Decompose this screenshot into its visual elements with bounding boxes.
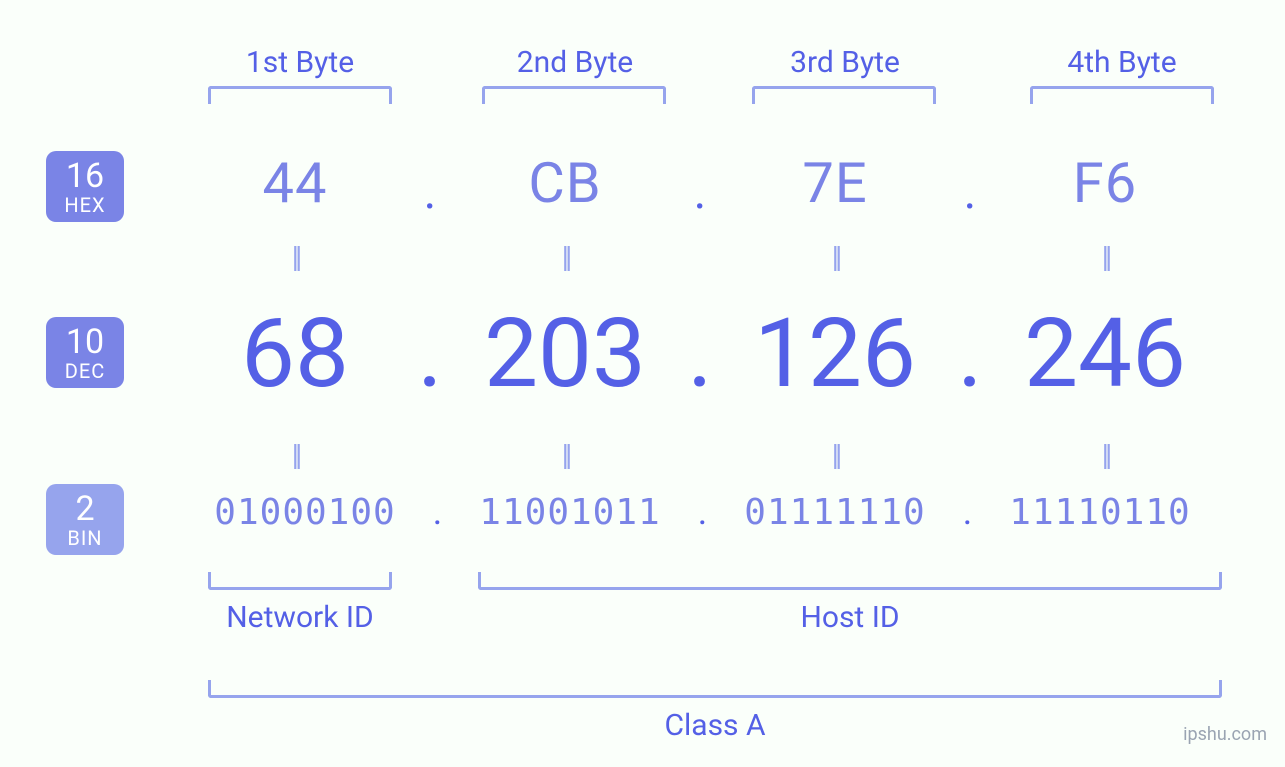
- dec-row: 68 . 203 . 126 . 246: [200, 298, 1245, 410]
- bin-byte-3: 01111110: [730, 492, 940, 533]
- badge-dec-label: DEC: [46, 361, 124, 382]
- ip-representation-diagram: 16 HEX 10 DEC 2 BIN 1st Byte 2nd Byte 3r…: [0, 0, 1285, 767]
- hex-dot-3: .: [930, 163, 1010, 220]
- equals-icon: [470, 240, 660, 275]
- bin-byte-2: 11001011: [465, 492, 675, 533]
- bin-dot-2: .: [675, 491, 730, 533]
- badge-dec: 10 DEC: [46, 317, 124, 388]
- byte-header-3: 3rd Byte: [745, 45, 945, 80]
- hex-byte-2: CB: [470, 150, 660, 216]
- top-bracket-4: [1030, 86, 1214, 104]
- equals-icon: [740, 240, 930, 275]
- badge-bin-radix: 2: [46, 492, 124, 528]
- class-label: Class A: [208, 708, 1222, 743]
- badge-hex-radix: 16: [46, 159, 124, 195]
- byte-header-4: 4th Byte: [1022, 45, 1222, 80]
- bin-dot-3: .: [940, 491, 995, 533]
- byte-header-1: 1st Byte: [200, 45, 400, 80]
- badge-bin-label: BIN: [46, 528, 124, 549]
- hex-dot-2: .: [660, 163, 740, 220]
- badge-hex: 16 HEX: [46, 151, 124, 222]
- equals-row-hex-dec: [200, 240, 1245, 275]
- equals-icon: [470, 438, 660, 473]
- bin-byte-1: 01000100: [200, 492, 410, 533]
- dec-byte-1: 68: [200, 298, 390, 410]
- class-bracket: [208, 680, 1222, 698]
- badge-bin: 2 BIN: [46, 484, 124, 555]
- network-id-bracket: [208, 572, 392, 590]
- dec-byte-3: 126: [740, 298, 930, 410]
- equals-icon: [740, 438, 930, 473]
- top-bracket-1: [208, 86, 392, 104]
- equals-icon: [1010, 240, 1200, 275]
- hex-dot-1: .: [390, 163, 470, 220]
- top-bracket-2: [482, 86, 666, 104]
- byte-header-2: 2nd Byte: [475, 45, 675, 80]
- dec-dot-1: .: [390, 298, 470, 410]
- badge-hex-label: HEX: [46, 195, 124, 216]
- equals-icon: [200, 438, 390, 473]
- bin-byte-4: 11110110: [995, 492, 1205, 533]
- host-id-label: Host ID: [478, 600, 1222, 635]
- hex-byte-3: 7E: [740, 150, 930, 216]
- bin-dot-1: .: [410, 491, 465, 533]
- top-bracket-3: [752, 86, 936, 104]
- bin-row: 01000100 . 11001011 . 01111110 . 1111011…: [200, 491, 1245, 533]
- hex-byte-1: 44: [200, 150, 390, 216]
- badge-dec-radix: 10: [46, 325, 124, 361]
- hex-byte-4: F6: [1010, 150, 1200, 216]
- host-id-bracket: [478, 572, 1222, 590]
- watermark: ipshu.com: [1183, 724, 1267, 745]
- equals-icon: [1010, 438, 1200, 473]
- equals-icon: [200, 240, 390, 275]
- dec-byte-4: 246: [1010, 298, 1200, 410]
- dec-dot-2: .: [660, 298, 740, 410]
- dec-byte-2: 203: [470, 298, 660, 410]
- hex-row: 44 . CB . 7E . F6: [200, 150, 1245, 216]
- network-id-label: Network ID: [200, 600, 400, 635]
- equals-row-dec-bin: [200, 438, 1245, 473]
- dec-dot-3: .: [930, 298, 1010, 410]
